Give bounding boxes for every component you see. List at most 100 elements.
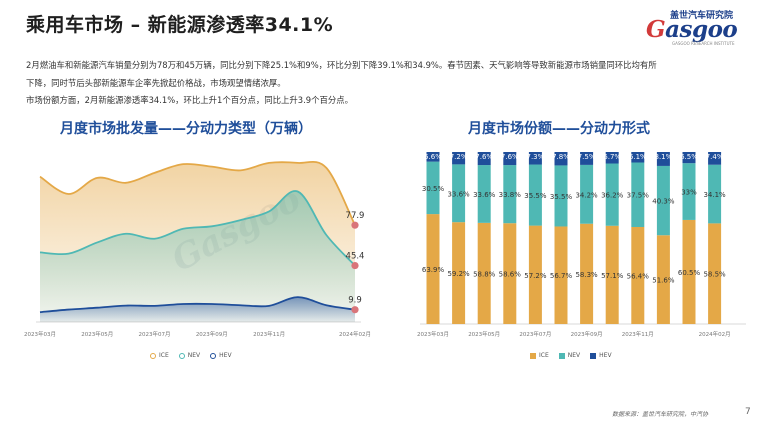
legend-item-hev: HEV	[210, 352, 232, 359]
right-chart-title: 月度市场份额——分动力形式	[468, 121, 650, 137]
bar-segment-ice	[503, 223, 517, 324]
data-label-nev: 30.5%	[422, 185, 445, 193]
data-label-hev: 5.6%	[424, 153, 442, 161]
bar-segment-hev	[554, 152, 568, 166]
bar-segment-hev	[452, 152, 466, 165]
legend-label-nev: NEV	[567, 352, 581, 359]
logo-en-text: Gasgoo	[646, 16, 738, 43]
end-point-ice	[351, 221, 359, 229]
legend-item-nev: NEV	[178, 352, 201, 359]
description-line-3: 市场份额方面，2月新能源渗透率34.1%，环比上升1个百分点，同比上升3.9个百…	[26, 95, 353, 105]
bar-segment-hev	[503, 152, 517, 166]
area-hev	[40, 297, 355, 322]
data-label-ice: 58.8%	[473, 270, 496, 278]
data-label-ice: 56.7%	[550, 272, 573, 280]
data-label-ice: 56.4%	[627, 272, 650, 280]
bar-segment-ice	[452, 222, 466, 324]
legend-item-ice: ICE	[530, 352, 549, 359]
bar-segment-hev	[477, 152, 491, 166]
legend-item-ice: ICE	[150, 352, 169, 359]
bar-segment-nev	[656, 165, 670, 236]
legend-item-hev: HEV	[590, 352, 612, 359]
data-label-nev: 34.2%	[575, 191, 598, 199]
legend-label-nev: NEV	[187, 352, 201, 359]
bar-segment-ice	[656, 235, 670, 324]
data-label-nev: 35.5%	[524, 192, 547, 200]
data-label-nev: 33.6%	[473, 191, 496, 199]
page-number: 7	[745, 407, 751, 417]
bar-segment-hev	[682, 152, 696, 164]
end-point-nev	[351, 261, 359, 270]
legend-label-ice: ICE	[539, 352, 549, 359]
logo-tagline: GASGOO RESEARCH INSTITUTE	[672, 41, 735, 46]
x-tick-label: 2023年07月	[139, 330, 171, 338]
end-label-hev: 9.9	[348, 296, 362, 306]
data-label-hev: 6.7%	[603, 153, 621, 161]
x-tick-label: 2023年09月	[571, 330, 603, 338]
bar-segment-nev	[503, 165, 517, 224]
data-label-ice: 57.2%	[524, 272, 547, 280]
data-label-nev: 40.3%	[652, 198, 675, 206]
data-label-nev: 33.8%	[499, 191, 522, 199]
bar-segment-nev	[708, 164, 722, 224]
x-tick-label: 2023年05月	[81, 330, 113, 338]
data-label-nev: 36.2%	[601, 192, 624, 200]
bar-segment-nev	[631, 162, 645, 227]
bar-segment-ice	[554, 226, 568, 324]
bar-segment-ice	[682, 219, 696, 324]
x-tick-label: 2023年09月	[196, 330, 228, 338]
bar-segment-nev	[452, 164, 466, 223]
data-label-hev: 7.3%	[527, 153, 545, 161]
bar-segment-ice	[631, 226, 645, 324]
bar-segment-nev	[528, 164, 542, 226]
data-label-ice: 51.6%	[652, 277, 675, 285]
legend-swatch-ice	[530, 352, 536, 359]
legend-marker-ice	[150, 352, 156, 359]
data-label-nev: 35.5%	[550, 193, 573, 201]
data-label-hev: 7.6%	[475, 153, 493, 161]
bar-segment-nev	[682, 163, 696, 220]
bar-segment-nev	[477, 165, 491, 223]
data-label-ice: 60.5%	[678, 269, 701, 277]
data-label-hev: 7.2%	[450, 153, 468, 161]
bar-segment-hev	[426, 152, 440, 162]
x-tick-label: 2024年02月	[339, 330, 371, 338]
description-line-2: 下降，同时节后头部新能源车企率先掀起价格战，市场观望情绪浓厚。	[26, 77, 286, 88]
bar-segment-hev	[605, 152, 619, 164]
bar-segment-nev	[580, 164, 594, 224]
logo-en-g: G	[646, 16, 666, 43]
data-label-nev: 34.1%	[703, 191, 726, 199]
end-point-hev	[351, 306, 359, 314]
bar-segment-hev	[631, 152, 645, 163]
bar-segment-hev	[708, 152, 722, 165]
data-label-ice: 58.3%	[575, 271, 598, 279]
legend-label-hev: HEV	[599, 352, 612, 359]
data-label-nev: 33%	[681, 189, 697, 197]
bar-segment-hev	[656, 152, 670, 166]
legend-swatch-hev	[590, 352, 597, 359]
data-label-ice: 63.9%	[422, 266, 445, 274]
data-label-hev: 6.1%	[629, 153, 647, 161]
x-tick-label: 2023年11月	[253, 330, 285, 338]
right-chart-legend: ICE NEV HEV	[530, 352, 612, 359]
data-label-nev: 33.6%	[447, 190, 470, 198]
bar-segment-hev	[528, 152, 542, 165]
legend-item-nev: NEV	[558, 352, 581, 359]
description-line-1: 2月燃油车和新能源汽车销量分别为78万和45万辆，同比分别下降25.1%和9%，…	[26, 60, 657, 70]
data-label-ice: 58.5%	[703, 271, 726, 279]
left-chart-legend: ICE NEV HEV	[150, 352, 232, 359]
end-label-nev: 45.4	[346, 252, 365, 262]
data-label-nev: 37.5%	[627, 192, 650, 200]
description: 2月燃油车和新能源汽车销量分别为78万和45万辆，同比分别下降25.1%和9%，…	[26, 57, 738, 110]
end-label-ice: 77.9	[346, 211, 365, 221]
bar-segment-ice	[426, 214, 440, 324]
legend-marker-nev	[178, 352, 185, 359]
bar-segment-ice	[708, 223, 722, 324]
data-label-hev: 7.5%	[578, 153, 596, 161]
data-label-hev: 7.8%	[552, 153, 570, 161]
gasgoo-logo: 盖世汽车研究院 Gasgoo GASGOO RESEARCH INSTITUTE	[642, 8, 742, 48]
bar-segment-nev	[605, 163, 619, 226]
bar-segment-ice	[580, 223, 594, 324]
data-label-hev: 6.5%	[680, 153, 698, 161]
x-tick-label: 2023年03月	[417, 330, 449, 338]
